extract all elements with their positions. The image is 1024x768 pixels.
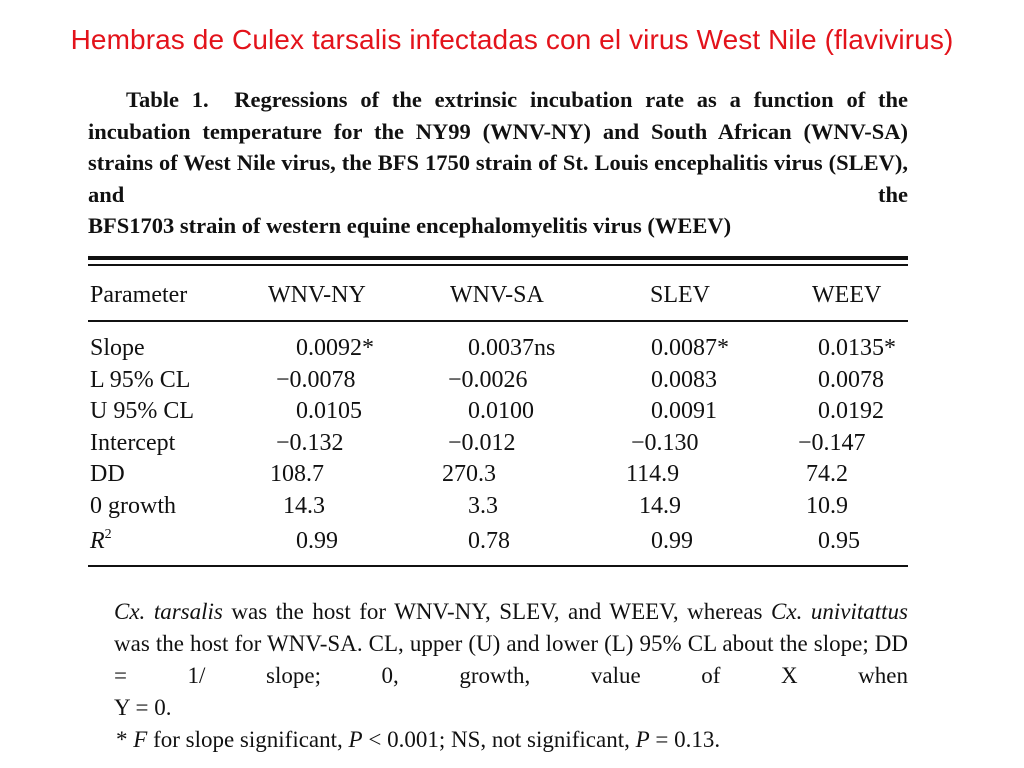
table-footnotes: Cx. tarsalis was the host for WNV-NY, SL… [88,596,908,756]
cell-weev: 0.0192 [818,398,884,424]
table-top-rule-thick [88,256,908,260]
caption-label: Table 1. [126,87,209,112]
cell-weev: 10.9 [806,493,848,519]
footnote-significance: * F for slope significant, P < 0.001; NS… [116,727,721,752]
header-wnv-sa: WNV-SA [450,282,544,308]
cell-wnv-ny: −0.0078 [276,367,356,393]
cell-wnv-sa: −0.012 [448,430,516,456]
table-top-rule-thin [88,264,908,266]
cell-slev: 0.0091 [651,398,717,424]
header-slev: SLEV [650,282,710,308]
footnote-host: Cx. tarsalis was the host for WNV-NY, SL… [114,599,909,720]
cell-weev: 74.2 [806,461,848,487]
row-label-r-squared: R2 [90,527,112,554]
row-label: 0 growth [90,493,176,519]
cell-wnv-sa: 270.3 [442,461,496,487]
row-label: Slope [90,335,145,361]
cell-slev: 114.9 [626,461,680,487]
cell-wnv-ny: 0.99 [296,528,338,554]
cell-slev: 0.0087* [651,335,729,361]
row-label: DD [90,461,125,487]
table-caption: Table 1. Regressions of the extrinsic in… [88,84,908,242]
slide-title: Hembras de Culex tarsalis infectadas con… [70,24,954,55]
cell-wnv-ny: −0.132 [276,430,344,456]
header-wnv-ny: WNV-NY [268,282,366,308]
cell-wnv-sa: 3.3 [468,493,498,519]
table-bottom-rule [88,565,908,567]
table-header-rule [88,320,908,322]
cell-weev: −0.147 [798,430,866,456]
caption-line-5: BFS1703 strain of western equine encepha… [88,213,732,238]
row-label: Intercept [90,430,176,456]
cell-wnv-ny: 0.0105 [296,398,362,424]
cell-slev: 14.9 [639,493,681,519]
cell-wnv-sa: 0.78 [468,528,510,554]
cell-wnv-sa: −0.0026 [448,367,528,393]
cell-weev: 0.95 [818,528,860,554]
cell-slev: 0.0083 [651,367,717,393]
row-label: L 95% CL [90,367,191,393]
cell-slev: 0.99 [651,528,693,554]
header-parameter: Parameter [90,282,188,308]
cell-wnv-ny: 108.7 [270,461,324,487]
cell-wnv-sa: 0.0037ns [468,335,556,361]
caption-line-4: 1750 strain of St. Louis encephalitis vi… [88,150,909,207]
cell-weev: 0.0135* [818,335,896,361]
row-label: U 95% CL [90,398,194,424]
caption-line-3: and South African (WNV-SA) strains of We… [88,118,909,176]
caption-line-2: function of the incubation temperature f… [88,87,908,144]
cell-wnv-ny: 0.0092* [296,335,374,361]
cell-wnv-sa: 0.0100 [468,398,534,424]
header-weev: WEEV [812,282,882,308]
cell-weev: 0.0078 [818,367,884,393]
cell-wnv-ny: 14.3 [283,493,325,519]
cell-slev: −0.130 [631,430,699,456]
caption-line-1: Regressions of the extrinsic incubation … [234,87,741,112]
